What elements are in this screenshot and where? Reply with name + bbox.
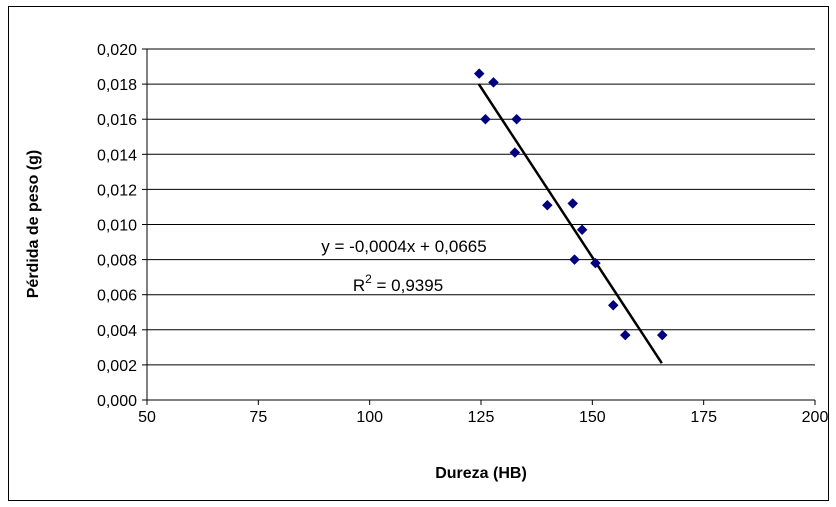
data-point — [656, 329, 668, 341]
r-squared-symbol: R — [353, 276, 365, 295]
r-squared-superscript: 2 — [365, 272, 372, 286]
r-squared-value: = 0,9395 — [372, 276, 443, 295]
x-tick-label: 175 — [690, 409, 717, 426]
x-tick-label: 150 — [579, 409, 606, 426]
y-tick-label: 0,008 — [97, 253, 137, 270]
data-point — [567, 198, 579, 209]
data-point — [619, 329, 631, 341]
data-point — [576, 224, 588, 236]
data-point — [607, 299, 619, 311]
chart-frame — [8, 6, 829, 501]
data-points — [473, 68, 668, 341]
r-squared-label: R2 = 0,9395 — [353, 272, 443, 295]
y-tick-label: 0,020 — [97, 42, 137, 59]
x-tick-label: 125 — [468, 409, 495, 426]
data-point — [569, 254, 580, 265]
y-tick-label: 0,006 — [97, 288, 137, 305]
y-tick-label: 0,012 — [97, 182, 137, 199]
data-point — [542, 199, 553, 211]
x-axis-title: Dureza (HB) — [435, 465, 527, 482]
y-tick-label: 0,018 — [97, 77, 137, 94]
y-tick-label: 0,010 — [97, 218, 137, 235]
axes — [142, 48, 816, 405]
grid-lines — [147, 48, 815, 366]
trendline — [477, 83, 663, 364]
y-tick-labels: 0,000 0,002 0,004 0,006 0,008 0,010 0,012 0,014… — [97, 42, 137, 410]
data-point — [488, 76, 499, 88]
y-tick-label: 0,000 — [97, 393, 137, 410]
y-tick-label: 0,002 — [97, 358, 137, 375]
x-tick-label: 100 — [356, 409, 383, 426]
y-tick-label: 0,004 — [97, 323, 137, 340]
y-tick-label: 0,014 — [97, 147, 137, 164]
data-point — [473, 68, 485, 79]
x-tick-labels: 50 75 100 125 150 175 200 — [138, 409, 828, 426]
x-tick-label: 50 — [138, 409, 156, 426]
data-point — [509, 147, 521, 158]
data-point — [480, 113, 491, 125]
y-tick-label: 0,016 — [97, 112, 137, 129]
data-point — [590, 257, 601, 269]
x-tick-label: 200 — [802, 409, 829, 426]
trendline-group — [477, 83, 663, 364]
data-point — [511, 113, 522, 125]
trendline-equation: y = -0,0004x + 0,0665 — [321, 237, 486, 256]
x-tick-label: 75 — [249, 409, 267, 426]
y-axis-title: Pérdida de peso (g) — [25, 150, 42, 298]
